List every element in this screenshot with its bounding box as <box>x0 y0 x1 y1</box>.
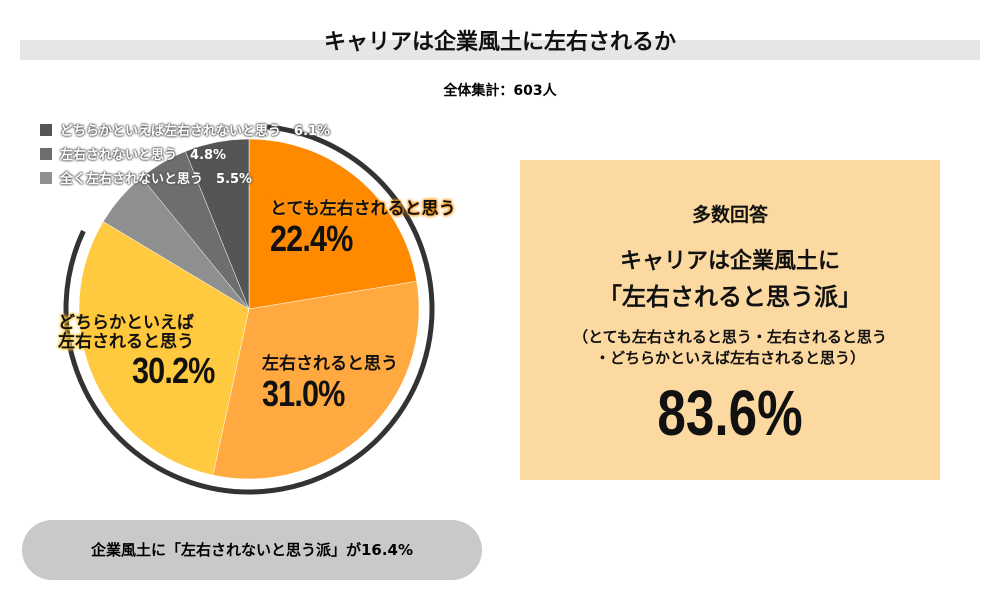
pie-slice <box>212 281 420 480</box>
slice-label-very: とても左右されると思う 22.4% <box>270 199 456 259</box>
footer-pill: 企業風土に「左右されないと思う派」が16.4% <box>22 520 482 580</box>
summary-note1: （とても左右されると思う・左右されると思う <box>573 328 887 346</box>
pie-slice <box>185 138 250 310</box>
legend-item: 左右されないと思う 4.8% <box>40 144 226 163</box>
decorative-ring <box>63 124 435 495</box>
legend-item: 全く左右されないと思う 5.5% <box>40 168 252 187</box>
summary-value: 83.6% <box>657 377 803 449</box>
summary-note2: ・どちらかといえば左右されると思う） <box>594 349 865 367</box>
slice-label-yes: 左右されると思う 31.0% <box>262 354 398 414</box>
summary-box: 多数回答 キャリアは企業風土に 「左右されると思う派」 （とても左右されると思う… <box>520 160 940 480</box>
slice-label-somewhat: どちらかといえば 左右されると思う 30.2% <box>58 313 215 392</box>
chart-title: キャリアは企業風土に左右されるか <box>323 30 676 55</box>
summary-line2: 「左右されると思う派」 <box>598 283 862 311</box>
total-count: 全体集計：603人 <box>443 83 557 99</box>
legend-item: どちらかといえば左右されないと思う 6.1% <box>40 120 330 139</box>
summary-heading: 多数回答 <box>691 204 768 226</box>
pie-slice <box>78 221 250 476</box>
summary-line1: キャリアは企業風土に <box>619 249 840 274</box>
title-bar: キャリアは企業風土に左右されるか <box>20 30 980 60</box>
pie-slice <box>248 138 418 310</box>
